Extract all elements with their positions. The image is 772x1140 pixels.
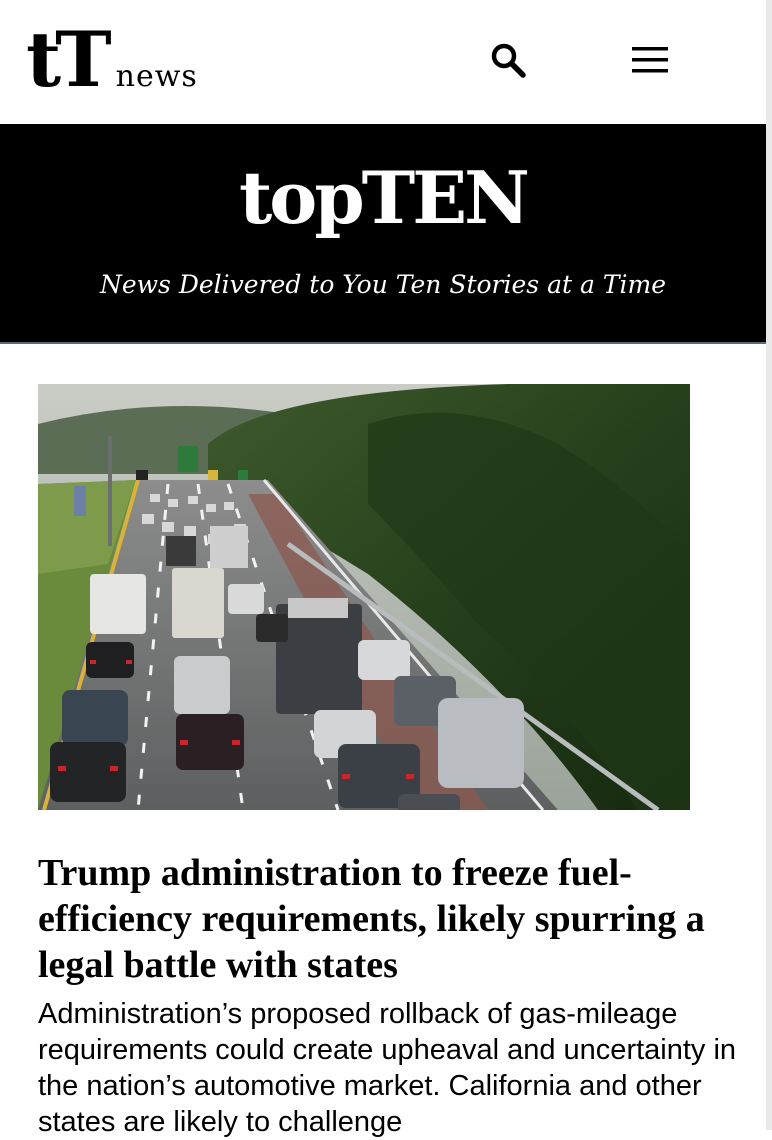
article-image[interactable]: [38, 384, 690, 810]
page-scrollbar-track[interactable]: [766, 0, 772, 1130]
logo-mark: tT: [26, 15, 112, 104]
site-logo[interactable]: tT news: [26, 22, 198, 102]
menu-button[interactable]: [626, 36, 674, 84]
article-headline[interactable]: Trump administration to freeze fuel-effi…: [38, 852, 705, 986]
hero-title: topTEN: [239, 155, 530, 240]
hero-tagline: News Delivered to You Ten Stories at a T…: [99, 270, 666, 299]
logo-wordmark: news: [115, 59, 198, 94]
hamburger-menu-icon: [632, 47, 668, 73]
search-icon: [491, 43, 526, 78]
site-header: tT news: [0, 0, 766, 124]
article-summary: Administration’s proposed rollback of ga…: [38, 998, 737, 1138]
search-button[interactable]: [484, 36, 532, 84]
hero-banner: topTEN News Delivered to You Ten Stories…: [0, 124, 766, 344]
